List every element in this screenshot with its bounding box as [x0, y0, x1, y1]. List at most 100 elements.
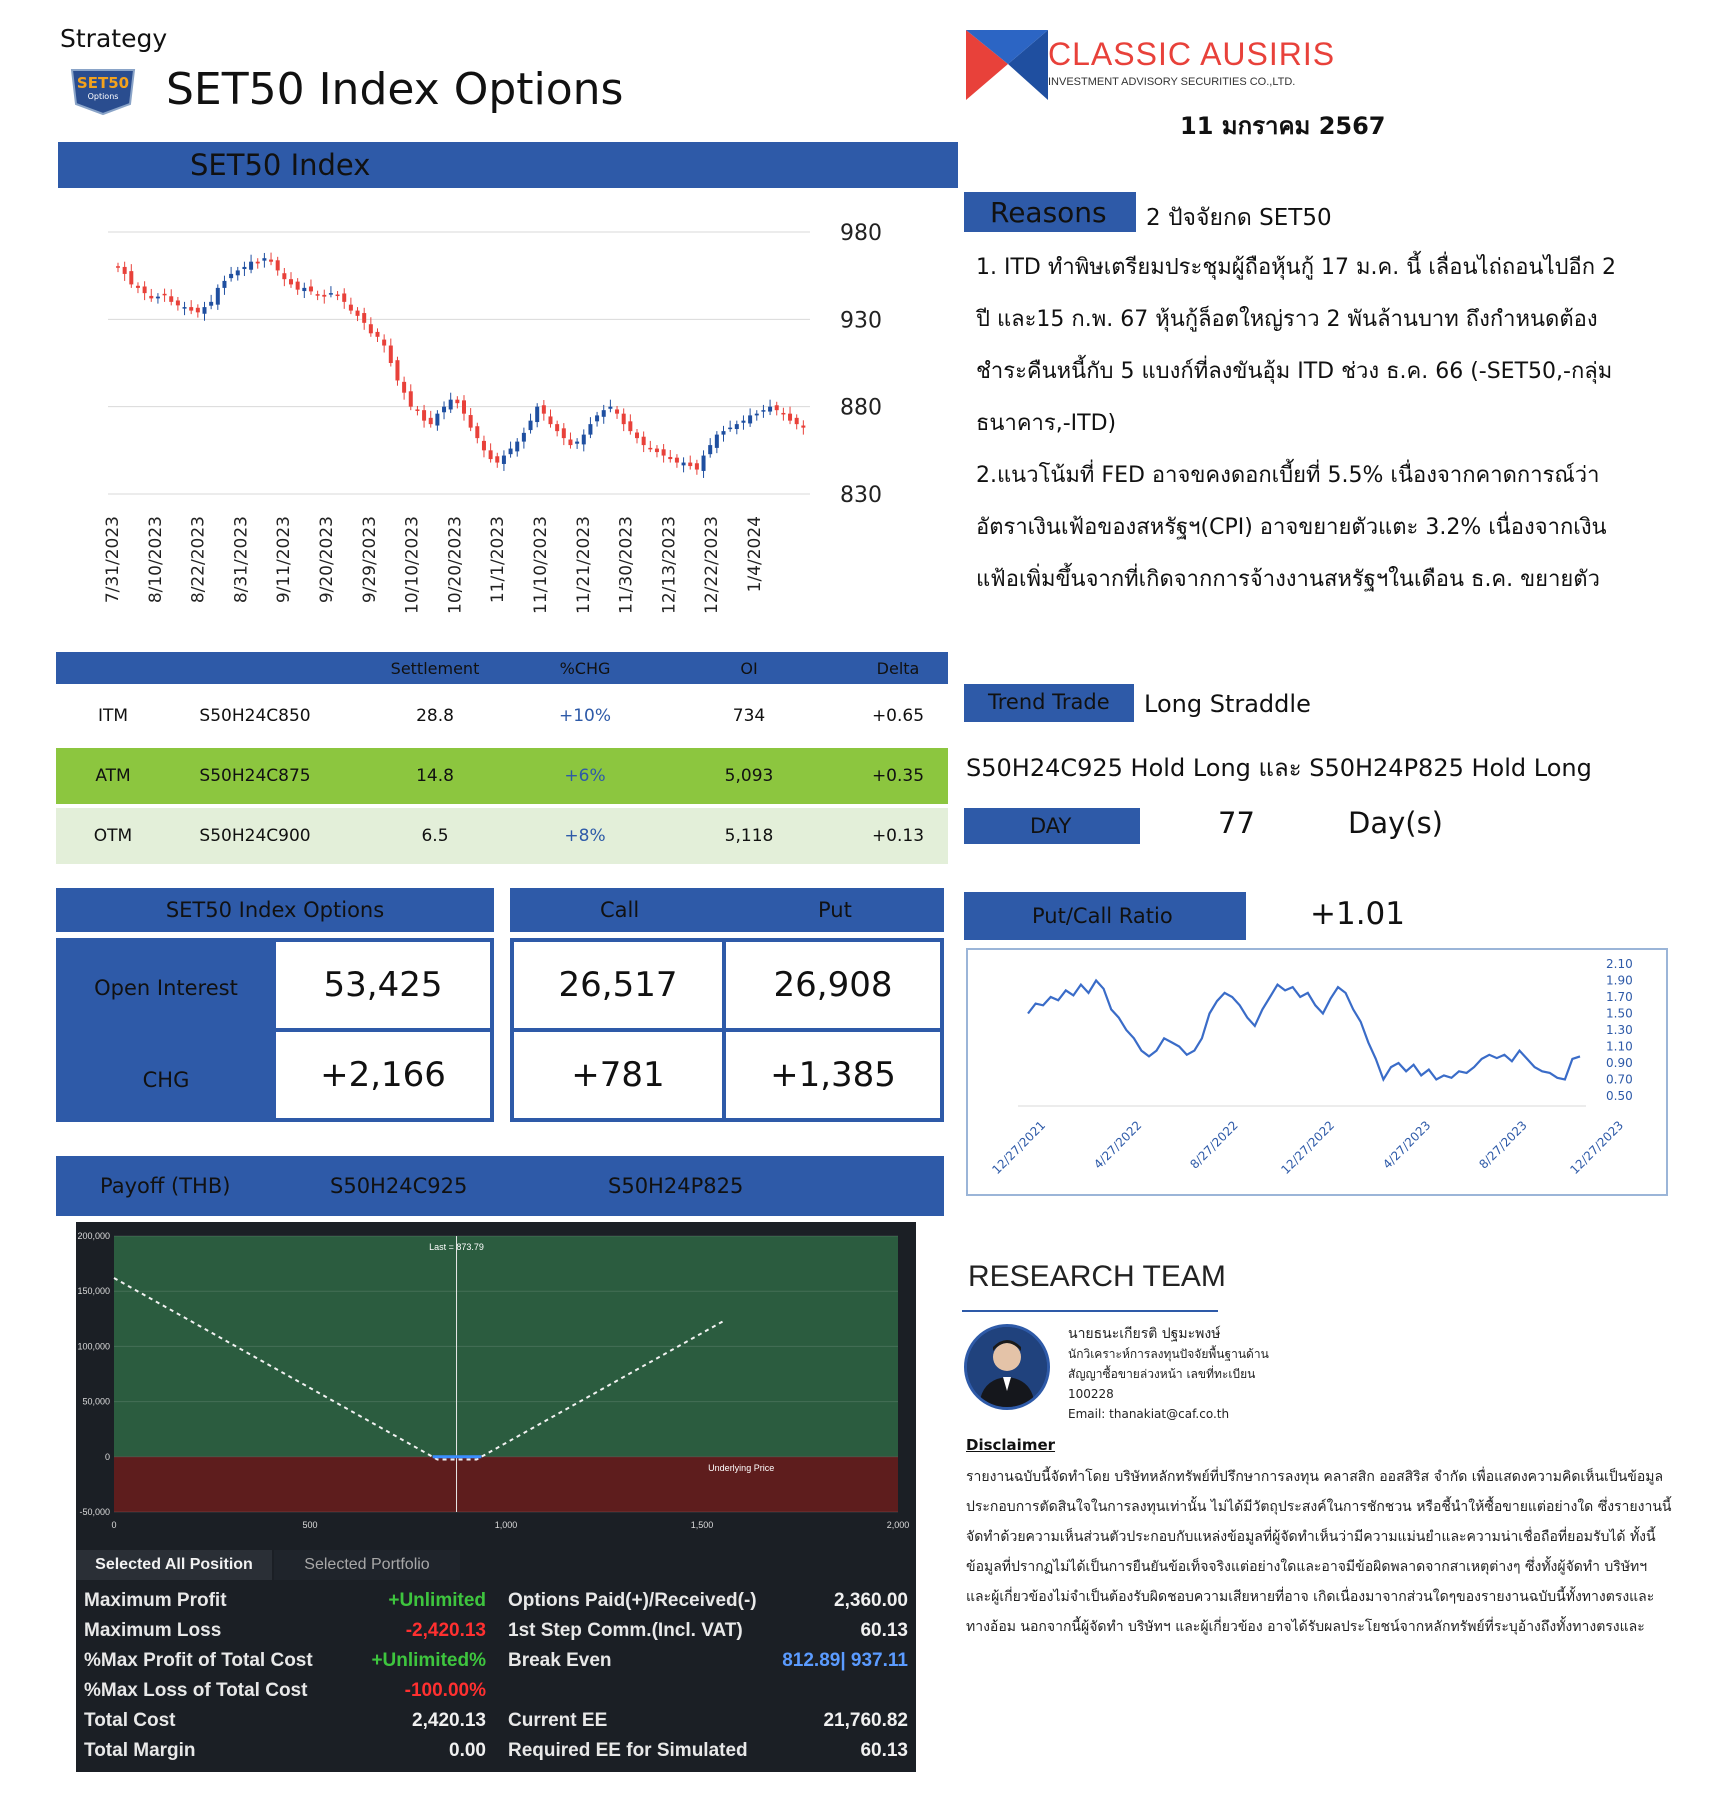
oi-box-left: Open Interest CHG 53,425 +2,166: [56, 938, 494, 1122]
payoff-y-tick: 150,000: [77, 1286, 110, 1296]
candle-body: [628, 421, 633, 432]
reason-line: ปี และ15 ก.พ. 67 หุ้นกู้ล็อตใหญ่ราว 2 พั…: [976, 307, 1598, 332]
payoff-x-tick: 500: [302, 1520, 317, 1530]
candle-body: [568, 439, 573, 446]
call-put-header: Call Put: [510, 888, 944, 932]
option-series: S50H24C850: [199, 706, 311, 726]
profit-zone: [114, 1236, 898, 1457]
x-tick-label: 11/10/2023: [531, 516, 551, 614]
pcr-y-tick: 2.10: [1606, 957, 1633, 971]
page-title: SET50 Index Options: [166, 64, 624, 115]
candle-body: [209, 301, 214, 306]
open-interest-label: Open Interest: [94, 976, 238, 1000]
pcr-y-tick: 1.30: [1606, 1023, 1633, 1037]
candle-body: [442, 406, 447, 413]
candle-body: [415, 409, 420, 411]
payoff-y-tick: 50,000: [82, 1397, 110, 1407]
candle-body: [521, 432, 526, 442]
option-chg: +6%: [564, 766, 606, 786]
candle-body: [182, 307, 187, 309]
payoff-stat-row: Required EE for Simulated 60.13: [508, 1736, 908, 1766]
pcr-y-tick: 0.90: [1606, 1056, 1633, 1070]
candle-body: [175, 300, 180, 306]
candle-body: [495, 456, 500, 463]
candle-body: [615, 409, 620, 414]
reasons-label: Reasons: [990, 196, 1107, 229]
x-tick-label: 10/20/2023: [445, 516, 465, 614]
payoff-stat-row: Maximum Loss -2,420.13: [84, 1616, 486, 1646]
payoff-stat-row: Total Cost 2,420.13: [84, 1706, 486, 1736]
tab-selected-all-position[interactable]: Selected All Position: [76, 1550, 272, 1580]
x-tick-label: 9/29/2023: [360, 516, 380, 603]
candle-body: [588, 424, 593, 435]
oi-put-value: 26,908: [726, 942, 940, 1028]
candle-body: [348, 304, 353, 311]
candle-body: [422, 410, 427, 421]
candle-body: [342, 293, 347, 302]
disclaimer-line: จัดทำด้วยความเห็นส่วนตัวประกอบกับแหล่งข้…: [966, 1529, 1656, 1545]
candle-body: [448, 399, 453, 410]
pcr-x-tick: 8/27/2023: [1476, 1118, 1529, 1171]
analyst-role-1: นักวิเคราะห์การลงทุนปัจจัยพื้นฐานด้าน: [1068, 1347, 1269, 1361]
disclaimer-line: ทางอ้อม นอกจากนี้ผู้จัดทำ บริษัทฯ และผู้…: [966, 1619, 1645, 1635]
col-delta-header: Delta: [876, 658, 920, 678]
payoff-stats-right: Options Paid(+)/Received(-) 2,360.00 1st S…: [508, 1586, 908, 1766]
x-tick-label: 1/4/2024: [745, 516, 765, 592]
payoff-panel: 200,000 150,000 100,000 50,000 0 -50,000 0 500 1…: [76, 1222, 916, 1772]
candle-body: [328, 293, 333, 295]
candle-body: [481, 440, 486, 451]
candle-body: [382, 339, 387, 346]
option-settlement: 14.8: [416, 766, 454, 786]
option-settlement: 28.8: [416, 706, 454, 726]
tab-selected-portfolio[interactable]: Selected Portfolio: [274, 1550, 460, 1580]
y-tick-label: 880: [840, 396, 882, 421]
x-tick-label: 8/22/2023: [189, 516, 209, 603]
oi-box-right: 26,517 26,908 +781 +1,385: [510, 938, 944, 1122]
candle-body: [162, 293, 167, 296]
payoff-stat-value: 0.00: [449, 1740, 486, 1761]
candle-body: [335, 294, 340, 297]
options-table-row: ATM S50H24C875 14.8 +6% 5,093 +0.35: [56, 748, 948, 804]
candle-body: [501, 455, 506, 464]
payoff-x-tick: 1,500: [691, 1520, 714, 1530]
options-table: Settlement %CHG OI Delta ITM S50H24C850 28…: [56, 652, 948, 864]
candle-body: [375, 331, 380, 337]
pcr-label: Put/Call Ratio: [1032, 904, 1173, 928]
candle-body: [728, 427, 733, 430]
candle-body: [535, 406, 540, 423]
payoff-stat-value: 60.13: [860, 1740, 908, 1761]
x-tick-label: 12/13/2023: [659, 516, 679, 614]
option-oi: 5,093: [724, 766, 774, 786]
oi-total-value: 53,425: [276, 942, 490, 1028]
col-settlement-header: Settlement: [390, 658, 480, 678]
candle-body: [734, 424, 739, 430]
candle-body: [694, 463, 699, 470]
payoff-stat-row: Maximum Profit +Unlimited: [84, 1586, 486, 1616]
analyst-email[interactable]: Email: thanakiat@caf.co.th: [1068, 1407, 1230, 1421]
candle-body: [668, 456, 673, 460]
candle-body: [215, 287, 220, 305]
candle-body: [169, 296, 174, 302]
day-label: DAY: [1030, 814, 1072, 838]
candle-body: [302, 287, 307, 292]
option-delta: +0.35: [871, 766, 925, 786]
candle-body: [768, 406, 773, 412]
chg-put-value: +1,385: [726, 1032, 940, 1118]
disclaimer-text: รายงานฉบับนี้จัดทำโดย บริษัทหลักทรัพย์ที…: [966, 1462, 1712, 1642]
candle-body: [282, 273, 287, 280]
candle-body: [774, 405, 779, 411]
candle-body: [462, 400, 466, 414]
candle-body: [142, 286, 147, 294]
pcr-x-tick: 4/27/2023: [1380, 1118, 1433, 1171]
candle-body: [275, 260, 280, 271]
disclaimer-line: และผู้เกี่ยวข้องไม่จำเป็นต้องรับผิดชอบคว…: [966, 1589, 1655, 1605]
pcr-x-tick: 8/27/2022: [1187, 1118, 1240, 1171]
col-oi-header: OI: [740, 658, 758, 678]
candle-body: [395, 360, 400, 381]
payoff-stat-label: Current EE: [508, 1710, 608, 1731]
payoff-stat-label: Total Margin: [84, 1740, 196, 1761]
disclaimer-line: ประกอบการตัดสินใจในการลงทุนเท่านั้น ไม่ไ…: [966, 1499, 1672, 1515]
candle-body: [488, 450, 493, 460]
candle-body: [122, 266, 127, 274]
